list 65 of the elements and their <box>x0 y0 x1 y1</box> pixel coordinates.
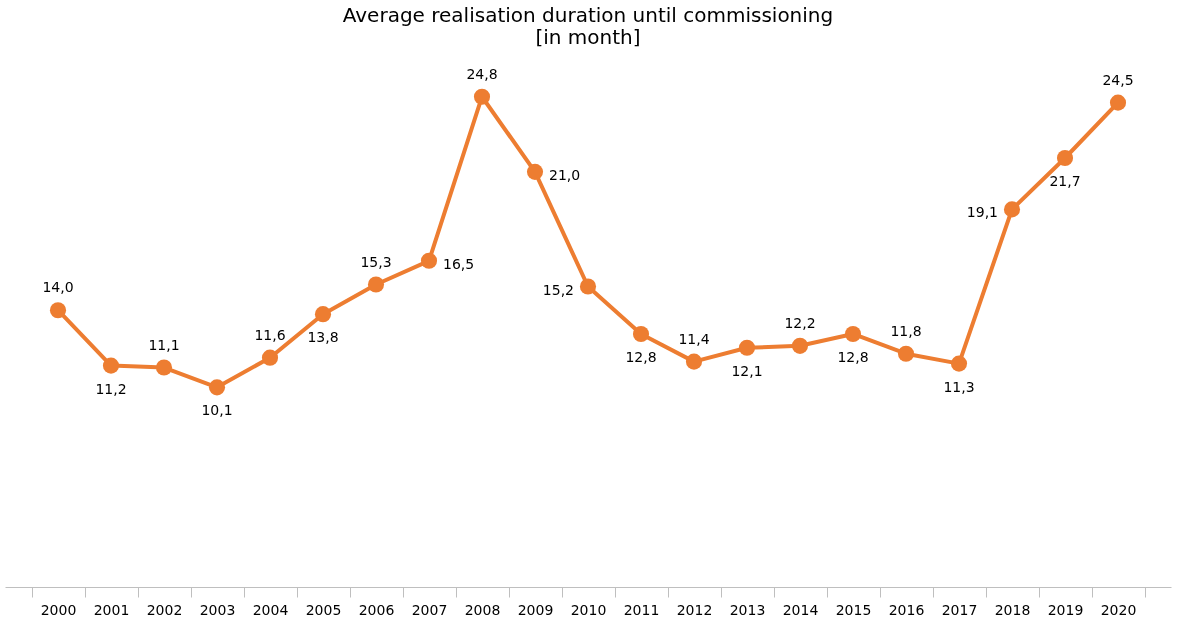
x-tick-label: 2008 <box>464 601 501 618</box>
point <box>473 88 491 105</box>
x-tick-label: 2017 <box>941 601 978 618</box>
x-tick-label: 2006 <box>358 601 395 618</box>
point <box>49 302 67 319</box>
x-tick-label: 2012 <box>676 601 713 618</box>
x-tick-label: 2019 <box>1047 601 1084 618</box>
data-label: 19,1 <box>966 204 998 221</box>
x-tick-label: 2001 <box>93 601 130 618</box>
point <box>897 345 915 362</box>
x-tick-label: 2011 <box>623 601 660 618</box>
data-label: 11,8 <box>890 322 922 339</box>
point <box>420 252 438 269</box>
point <box>844 325 862 342</box>
data-label: 11,3 <box>943 378 975 395</box>
data-label: 11,2 <box>95 380 127 397</box>
data-label: 12,8 <box>625 348 657 365</box>
data-label: 12,8 <box>837 348 869 365</box>
x-tick-label: 2015 <box>835 601 872 618</box>
point <box>367 276 385 293</box>
data-label: 11,4 <box>678 330 710 347</box>
x-tick-label: 2004 <box>252 601 289 618</box>
x-tick-label: 2013 <box>729 601 766 618</box>
x-tick-label: 2009 <box>517 601 554 618</box>
data-label: 21,7 <box>1049 173 1081 190</box>
x-tick-label: 2014 <box>782 601 819 618</box>
point <box>208 379 226 396</box>
data-label: 16,5 <box>443 255 475 272</box>
text: [in month] <box>535 24 641 49</box>
point <box>261 349 279 366</box>
x-tick-label: 2003 <box>199 601 236 618</box>
x-tick-label: 2016 <box>888 601 925 618</box>
data-label: 21,0 <box>549 166 581 183</box>
data-label: 10,1 <box>201 402 233 419</box>
x-tick-label: 2000 <box>40 601 77 618</box>
point <box>950 355 968 372</box>
point <box>314 306 332 323</box>
data-label: 24,5 <box>1102 71 1134 88</box>
data-label: 11,1 <box>148 336 180 353</box>
point <box>579 278 597 295</box>
point <box>1109 94 1127 111</box>
x-tick-label: 2020 <box>1100 601 1137 618</box>
x-tick-label: 2005 <box>305 601 342 618</box>
data-label: 12,2 <box>784 314 816 331</box>
x-tick-label: 2010 <box>570 601 607 618</box>
point <box>1056 149 1074 167</box>
x-tick-label: 2002 <box>146 601 183 618</box>
data-label: 14,0 <box>42 279 74 296</box>
point <box>102 357 120 374</box>
data-label: 24,8 <box>466 65 498 82</box>
text: Average realisation duration until commissioning <box>342 2 834 27</box>
point <box>738 339 756 356</box>
data-label: 11,6 <box>254 326 286 343</box>
data-label: 13,8 <box>307 329 339 346</box>
point <box>155 359 173 376</box>
point <box>685 353 703 370</box>
point <box>526 163 544 180</box>
point <box>791 337 809 354</box>
data-label: 15,2 <box>542 281 574 298</box>
data-label: 12,1 <box>731 362 763 379</box>
point <box>1003 201 1021 218</box>
x-tick-label: 2018 <box>994 601 1031 618</box>
data-label: 15,3 <box>360 253 392 270</box>
point <box>632 325 650 342</box>
x-tick-label: 2007 <box>411 601 448 618</box>
